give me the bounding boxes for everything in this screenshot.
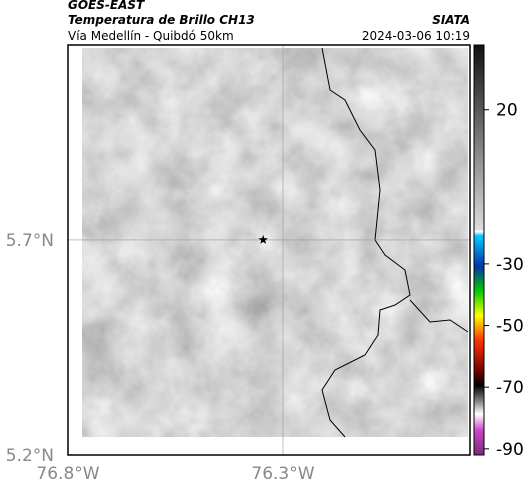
title: Temperatura de Brillo CH13: [68, 13, 255, 27]
border-line: [409, 299, 469, 333]
colorbar: [473, 44, 485, 456]
y-tick-label: 5.7°N: [6, 231, 54, 251]
colorbar-ticks: 20 -30 -50 -70 -90: [484, 101, 524, 460]
y-tick-label: 5.2°N: [6, 446, 54, 466]
border-line: [321, 47, 411, 438]
colorbar-label: -70: [496, 378, 524, 398]
satellite-image: [82, 48, 468, 437]
colorbar-label: 20: [496, 101, 518, 121]
location-marker: [258, 234, 268, 244]
colorbar-label: -90: [496, 440, 524, 460]
x-tick-label: 76.8°W: [36, 464, 99, 484]
x-tick-label: 76.3°W: [251, 464, 314, 484]
source: GOES-EAST: [68, 0, 145, 12]
subtitle: Vía Medellín - Quibdó 50km: [68, 29, 234, 43]
colorbar-label: -30: [496, 255, 524, 275]
map-frame: [67, 44, 471, 456]
colorbar-label: -50: [496, 317, 524, 337]
timestamp: 2024-03-06 10:19: [362, 29, 470, 43]
brand: SIATA: [432, 13, 470, 27]
